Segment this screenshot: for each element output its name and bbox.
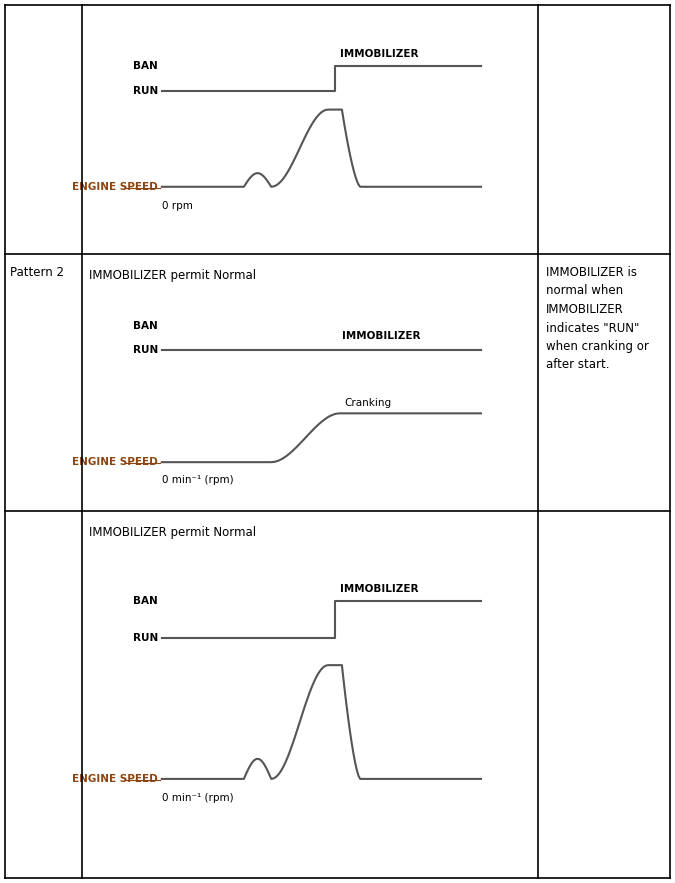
- Text: Pattern 2: Pattern 2: [10, 266, 64, 279]
- Text: Cranking: Cranking: [345, 398, 392, 408]
- Text: RUN: RUN: [132, 345, 158, 355]
- Text: 0 rpm: 0 rpm: [162, 200, 192, 211]
- Text: 0 min⁻¹ (rpm): 0 min⁻¹ (rpm): [162, 793, 234, 803]
- Text: ENGINE SPEED: ENGINE SPEED: [72, 457, 158, 467]
- Text: IMMOBILIZER permit Normal: IMMOBILIZER permit Normal: [89, 269, 256, 282]
- Text: RUN: RUN: [132, 632, 158, 643]
- Text: BAN: BAN: [133, 321, 158, 331]
- Text: IMMOBILIZER: IMMOBILIZER: [340, 584, 418, 594]
- Text: BAN: BAN: [133, 61, 158, 71]
- Text: IMMOBILIZER is
normal when
IMMOBILIZER
indicates "RUN"
when cranking or
after st: IMMOBILIZER is normal when IMMOBILIZER i…: [546, 266, 649, 372]
- Text: ENGINE SPEED: ENGINE SPEED: [72, 774, 158, 784]
- Text: 0 min⁻¹ (rpm): 0 min⁻¹ (rpm): [162, 475, 234, 485]
- Text: IMMOBILIZER permit Normal: IMMOBILIZER permit Normal: [89, 526, 256, 539]
- Text: IMMOBILIZER: IMMOBILIZER: [340, 49, 418, 59]
- Text: RUN: RUN: [132, 86, 158, 96]
- Text: IMMOBILIZER: IMMOBILIZER: [342, 331, 421, 342]
- Text: BAN: BAN: [133, 596, 158, 606]
- Text: ENGINE SPEED: ENGINE SPEED: [72, 182, 158, 192]
